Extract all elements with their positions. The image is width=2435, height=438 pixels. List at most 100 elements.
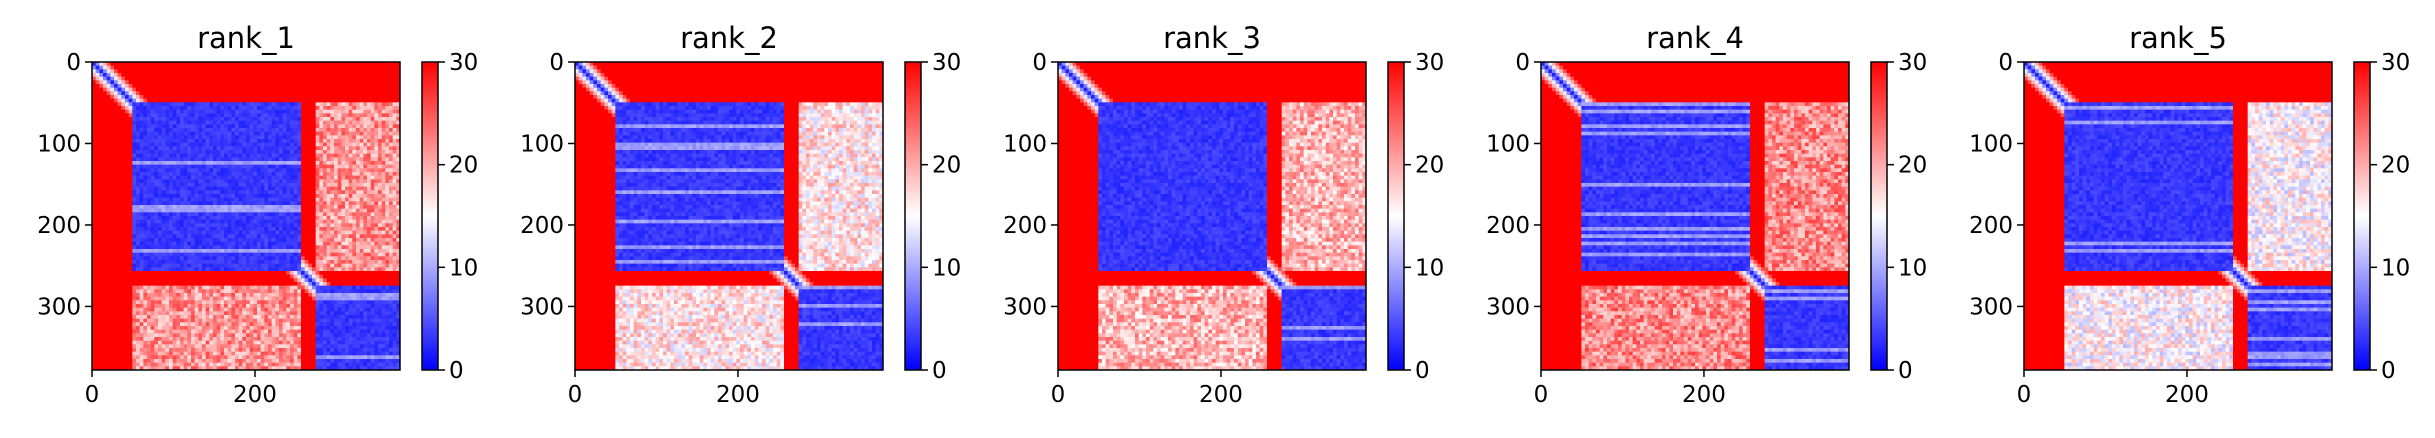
heatmap-cell (118, 238, 122, 242)
heatmap-cell (334, 238, 338, 242)
heatmap-cell (140, 88, 144, 92)
heatmap-cell (187, 209, 191, 213)
heatmap-cell (360, 194, 364, 198)
heatmap-cell (224, 220, 228, 224)
heatmap-cell (154, 106, 158, 110)
heatmap-cell (294, 121, 298, 125)
heatmap-cell (371, 124, 375, 128)
heatmap-cell (272, 245, 276, 249)
heatmap-cell (114, 234, 118, 238)
heatmap-cell (352, 102, 356, 106)
heatmap-cell (367, 220, 371, 224)
heatmap-cell (96, 124, 100, 128)
heatmap-cell (294, 146, 298, 150)
heatmap-cell (110, 216, 114, 220)
heatmap-cell (327, 190, 331, 194)
heatmap-cell (162, 179, 166, 183)
heatmap-cell (220, 227, 224, 231)
heatmap-cell (162, 231, 166, 235)
heatmap-cell (283, 220, 287, 224)
heatmap-cell (213, 77, 217, 81)
heatmap-cell (121, 187, 125, 191)
heatmap-cell (231, 139, 235, 143)
heatmap-cell (290, 135, 294, 139)
heatmap-cell (297, 106, 301, 110)
heatmap-cell (224, 253, 228, 257)
heatmap-cell (169, 172, 173, 176)
heatmap-cell (393, 168, 397, 172)
heatmap-cell (195, 121, 199, 125)
heatmap-cell (118, 223, 122, 227)
heatmap-cell (239, 212, 243, 216)
heatmap-cell (99, 212, 103, 216)
heatmap-cell (290, 124, 294, 128)
heatmap-cell (224, 139, 228, 143)
heatmap-cell (356, 190, 360, 194)
heatmap-cell (312, 106, 316, 110)
heatmap-cell (279, 132, 283, 136)
heatmap-cell (305, 179, 309, 183)
heatmap-cell (224, 176, 228, 180)
heatmap-cell (367, 172, 371, 176)
heatmap-cell (316, 80, 320, 84)
heatmap-cell (213, 135, 217, 139)
heatmap-cell (338, 227, 342, 231)
heatmap-cell (206, 187, 210, 191)
heatmap-cell (239, 245, 243, 249)
heatmap-cell (374, 201, 378, 205)
heatmap-cell (330, 176, 334, 180)
heatmap-cell (147, 139, 151, 143)
heatmap-cell (202, 198, 206, 202)
heatmap-cell (217, 223, 221, 227)
heatmap-cell (121, 132, 125, 136)
heatmap-cell (114, 194, 118, 198)
heatmap-cell (371, 128, 375, 132)
heatmap-cell (279, 223, 283, 227)
heatmap-cell (330, 220, 334, 224)
heatmap-cell (162, 106, 166, 110)
heatmap-cell (290, 223, 294, 227)
heatmap-cell (345, 205, 349, 209)
heatmap-cell (114, 249, 118, 253)
heatmap-cell (121, 117, 125, 121)
heatmap-cell (176, 132, 180, 136)
heatmap-cell (173, 249, 177, 253)
heatmap-cell (180, 102, 184, 106)
heatmap-cell (349, 168, 353, 172)
heatmap-cell (283, 256, 287, 260)
heatmap-cell (268, 205, 272, 209)
heatmap-cell (129, 124, 133, 128)
heatmap-cell (360, 179, 364, 183)
heatmap-cell (173, 183, 177, 187)
heatmap-cell (323, 179, 327, 183)
heatmap-cell (107, 183, 111, 187)
heatmap-cell (169, 143, 173, 147)
heatmap-cell (261, 95, 265, 99)
heatmap-cell (165, 110, 169, 114)
heatmap-cell (393, 157, 397, 161)
heatmap-cell (338, 106, 342, 110)
heatmap-cell (220, 216, 224, 220)
heatmap-cell (389, 110, 393, 114)
heatmap-cell (367, 242, 371, 246)
heatmap-cell (316, 223, 320, 227)
heatmap-cell (158, 91, 162, 95)
heatmap-cell (228, 99, 232, 103)
heatmap-cell (389, 220, 393, 224)
heatmap-cell (316, 249, 320, 253)
heatmap-cell (301, 135, 305, 139)
heatmap-cell (198, 91, 202, 95)
heatmap-cell (363, 194, 367, 198)
heatmap-cell (235, 201, 239, 205)
heatmap-cell (330, 128, 334, 132)
heatmap-cell (250, 194, 254, 198)
heatmap-cell (297, 216, 301, 220)
heatmap-cell (360, 124, 364, 128)
heatmap-cell (110, 194, 114, 198)
heatmap-cell (202, 249, 206, 253)
heatmap-cell (129, 216, 133, 220)
heatmap-cell (261, 176, 265, 180)
heatmap-cell (253, 176, 257, 180)
heatmap-cell (246, 209, 250, 213)
heatmap-cell (345, 187, 349, 191)
